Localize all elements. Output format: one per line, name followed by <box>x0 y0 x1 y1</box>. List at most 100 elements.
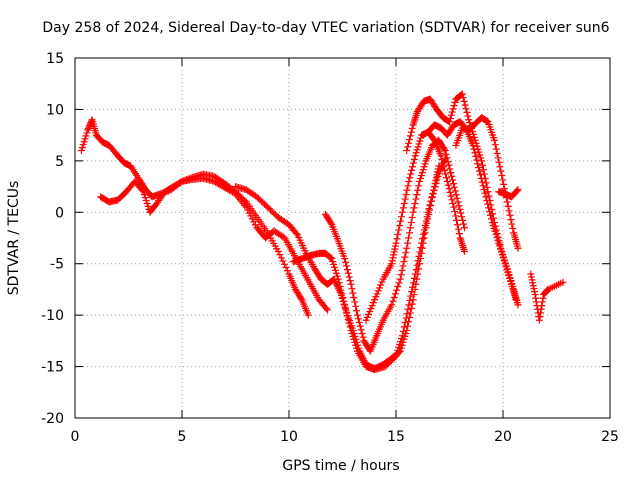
data-point <box>527 270 535 278</box>
data-point <box>443 154 451 162</box>
data-point <box>389 355 397 363</box>
data-point <box>420 163 428 171</box>
data-point <box>451 187 459 195</box>
data-point <box>527 273 535 281</box>
axis-ticks: 0 5 10 15 20 25 -20 -15 -10 -5 0 5 10 15 <box>41 51 619 445</box>
grid-lines <box>75 58 610 418</box>
data-point <box>413 261 421 269</box>
data-point <box>390 294 398 302</box>
data-point <box>447 192 455 200</box>
data-point <box>267 206 275 214</box>
data-point <box>377 281 385 289</box>
data-point <box>331 266 339 274</box>
data-point <box>499 254 507 262</box>
data-point <box>498 251 506 259</box>
data-point <box>528 276 536 284</box>
data-point <box>438 155 446 163</box>
data-point <box>529 279 537 287</box>
data-point <box>350 294 358 302</box>
data-point <box>441 166 449 174</box>
data-point <box>426 201 434 209</box>
data-point <box>475 163 483 171</box>
data-point <box>420 230 428 238</box>
data-point <box>440 163 448 171</box>
y-tick-label: -5 <box>50 257 64 273</box>
data-point <box>460 220 468 228</box>
data-point <box>409 159 417 167</box>
data-point <box>491 141 499 149</box>
data-point <box>256 196 264 204</box>
data-point <box>390 248 398 256</box>
data-point <box>261 200 269 208</box>
data-point <box>446 115 454 123</box>
data-point <box>78 144 86 152</box>
data-point <box>452 191 460 199</box>
data-point <box>322 305 330 313</box>
data-point <box>397 338 405 346</box>
data-point <box>276 251 284 259</box>
data-point <box>391 290 399 298</box>
data-point <box>500 257 508 265</box>
data-point <box>253 193 261 201</box>
data-point <box>409 163 417 171</box>
data-point <box>430 186 438 194</box>
data-point <box>353 344 361 352</box>
data-point <box>327 254 335 262</box>
data-point <box>428 194 436 202</box>
data-point <box>414 186 422 194</box>
data-point <box>441 147 449 155</box>
data-point <box>403 310 411 318</box>
data-point <box>473 142 481 150</box>
data-point <box>400 258 408 266</box>
data-point <box>530 285 538 293</box>
data-point <box>537 305 545 313</box>
data-point <box>138 186 146 194</box>
data-point <box>283 267 291 275</box>
data-point <box>459 216 467 224</box>
data-point <box>404 239 412 247</box>
data-point <box>490 136 498 144</box>
data-point <box>431 183 439 191</box>
data-point <box>86 122 94 130</box>
data-point <box>506 211 514 219</box>
data-point <box>332 269 340 277</box>
data-point <box>297 294 305 302</box>
data-point <box>384 360 392 368</box>
data-point <box>392 239 400 247</box>
data-point <box>433 171 441 179</box>
data-point <box>504 202 512 210</box>
data-point <box>530 288 538 296</box>
data-point <box>405 318 413 326</box>
data-point <box>419 235 427 243</box>
data-point <box>245 209 253 217</box>
data-point <box>142 197 150 205</box>
data-point <box>479 166 487 174</box>
data-point <box>456 205 464 213</box>
data-point <box>532 294 540 302</box>
data-point <box>455 202 463 210</box>
data-point <box>476 151 484 159</box>
data-point <box>449 105 457 113</box>
data-point <box>338 290 346 298</box>
data-point <box>442 150 450 158</box>
data-point <box>242 203 250 211</box>
data-point <box>422 217 430 225</box>
data-point <box>539 294 547 302</box>
data-point <box>416 174 424 182</box>
data-point <box>427 197 435 205</box>
data-point <box>506 274 514 282</box>
data-point <box>271 210 279 218</box>
data-point <box>496 163 504 171</box>
data-point <box>398 332 406 340</box>
data-point <box>399 262 407 270</box>
data-point <box>514 301 522 309</box>
data-point <box>404 305 412 313</box>
data-point <box>419 166 427 174</box>
data-point <box>351 298 359 306</box>
data-point <box>496 242 504 250</box>
data-point <box>343 266 351 274</box>
data-point <box>354 315 362 323</box>
data-point <box>477 174 485 182</box>
data-point <box>508 220 516 228</box>
data-point <box>405 301 413 309</box>
